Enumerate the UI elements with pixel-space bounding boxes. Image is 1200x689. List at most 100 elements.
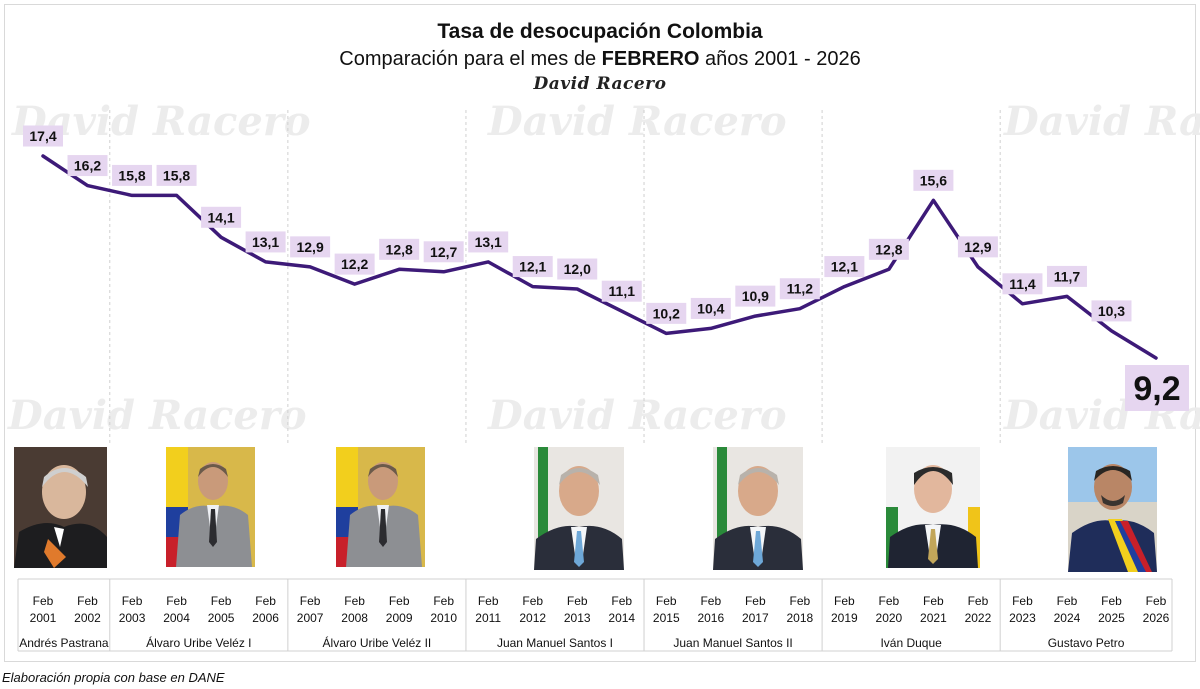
- x-tick-month: Feb: [656, 594, 677, 608]
- data-label-box: [868, 238, 909, 260]
- x-tick-year: 2017: [742, 611, 769, 625]
- data-label-text: 11,7: [1054, 268, 1081, 284]
- x-tick-year: 2002: [74, 611, 101, 625]
- subtitle-suffix: años 2001 - 2026: [705, 48, 861, 70]
- data-label: 17,4: [23, 125, 63, 147]
- x-tick-month: Feb: [122, 594, 143, 608]
- x-tick-year: 2003: [119, 611, 146, 625]
- data-label-text: 12,7: [430, 244, 457, 260]
- source-note: Elaboración propia con base en DANE: [2, 670, 225, 685]
- x-tick-month: Feb: [567, 594, 588, 608]
- data-label-text: 12,9: [296, 239, 323, 255]
- data-label: 12,8: [868, 238, 909, 260]
- data-label: 15,8: [112, 164, 153, 186]
- data-label-box: [290, 236, 331, 258]
- data-label-box: [245, 231, 286, 253]
- data-label: 12,8: [379, 238, 420, 260]
- x-tick-year: 2021: [920, 611, 947, 625]
- data-label: 12,7: [423, 241, 464, 263]
- data-label-text: 12,0: [564, 261, 591, 277]
- x-tick-year: 2007: [297, 611, 324, 625]
- data-label-text: 17,4: [29, 128, 56, 144]
- x-tick-year: 2024: [1054, 611, 1081, 625]
- chart-title: Tasa de desocupación Colombia: [437, 20, 763, 43]
- x-tick-year: 2013: [564, 611, 591, 625]
- x-tick-month: Feb: [344, 594, 365, 608]
- data-label: 13,1: [245, 231, 286, 253]
- x-tick-month: Feb: [1057, 594, 1078, 608]
- data-label-box: [201, 206, 242, 228]
- data-label: 13,1: [468, 231, 509, 253]
- data-label: 12,1: [824, 256, 865, 278]
- x-tick-year: 2008: [341, 611, 368, 625]
- data-label-text: 11,1: [609, 283, 636, 299]
- data-label-text: 15,8: [118, 167, 145, 183]
- data-label-box: [334, 253, 375, 275]
- portrait-juan-manuel-santos-1: [534, 447, 624, 570]
- data-label-box: [779, 278, 820, 300]
- data-label-box: [379, 238, 420, 260]
- data-label-box: [824, 256, 865, 278]
- portrait-ivan-duque: [886, 447, 980, 568]
- x-tick-year: 2023: [1009, 611, 1036, 625]
- data-label-box: [67, 155, 108, 177]
- chart-subtitle: Comparación para el mes de FEBRERO años …: [0, 48, 1200, 71]
- data-label: 10,4: [690, 297, 731, 319]
- group-label: Juan Manuel Santos II: [673, 636, 792, 650]
- x-tick-year: 2004: [163, 611, 190, 625]
- data-label: 12,2: [334, 253, 375, 275]
- x-tick-year: 2025: [1098, 611, 1125, 625]
- x-tick-year: 2011: [475, 611, 501, 625]
- x-tick-month: Feb: [77, 594, 98, 608]
- x-tick-month: Feb: [522, 594, 543, 608]
- data-label-box: [1125, 365, 1189, 411]
- data-label-text: 12,2: [341, 256, 368, 272]
- data-label: 12,9: [290, 236, 331, 258]
- x-tick-year: 2012: [519, 611, 546, 625]
- x-tick-year: 2018: [786, 611, 813, 625]
- data-label-box: [112, 164, 153, 186]
- data-label-box: [468, 231, 509, 253]
- data-label: 10,3: [1091, 300, 1132, 322]
- data-label-box: [156, 164, 197, 186]
- x-tick-year: 2016: [697, 611, 724, 625]
- group-label: Álvaro Uribe Veléz II: [323, 635, 432, 650]
- data-label: 12,1: [512, 256, 553, 278]
- x-tick-month: Feb: [166, 594, 187, 608]
- data-label-text: 9,2: [1133, 370, 1180, 408]
- x-tick-month: Feb: [1146, 594, 1167, 608]
- data-label-box: [957, 236, 998, 258]
- x-tick-month: Feb: [1101, 594, 1122, 608]
- x-tick-year: 2006: [252, 611, 279, 625]
- data-label: 16,2: [67, 155, 108, 177]
- data-label-box: [913, 169, 954, 191]
- data-label-box: [735, 285, 776, 307]
- data-label-text: 13,1: [475, 234, 502, 250]
- x-tick-year: 2020: [876, 611, 903, 625]
- data-label-text: 10,2: [653, 305, 680, 321]
- watermark: David Racero: [488, 98, 787, 145]
- subtitle-month: FEBRERO: [601, 48, 700, 70]
- group-label: Iván Duque: [880, 636, 942, 650]
- x-tick-month: Feb: [389, 594, 410, 608]
- x-tick-month: Feb: [834, 594, 855, 608]
- portrait-alvaro-uribe-2: [336, 447, 425, 567]
- data-label-box: [1091, 300, 1132, 322]
- group-label: Álvaro Uribe Veléz I: [146, 635, 251, 650]
- data-label-box: [423, 241, 464, 263]
- x-tick-month: Feb: [700, 594, 721, 608]
- data-label-box: [1002, 273, 1043, 295]
- group-label: Gustavo Petro: [1048, 636, 1125, 650]
- data-label: 15,6: [913, 169, 954, 191]
- x-tick-year: 2019: [831, 611, 858, 625]
- x-tick-month: Feb: [478, 594, 499, 608]
- data-label: 12,9: [957, 236, 998, 258]
- x-tick-year: 2005: [208, 611, 235, 625]
- data-label: 11,2: [779, 278, 820, 300]
- data-label-text: 14,1: [207, 209, 234, 225]
- data-label-text: 10,9: [742, 288, 769, 304]
- x-tick-year: 2015: [653, 611, 680, 625]
- data-label-text: 12,8: [875, 241, 902, 257]
- data-label-text: 12,1: [831, 259, 858, 275]
